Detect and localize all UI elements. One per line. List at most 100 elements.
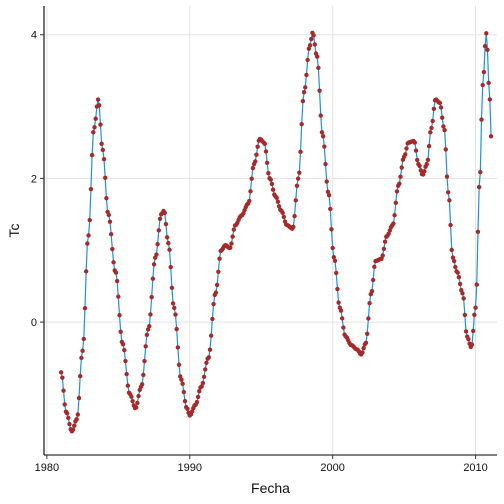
data-point xyxy=(266,170,271,176)
data-point xyxy=(61,388,66,393)
data-point xyxy=(231,227,237,232)
data-point xyxy=(101,156,107,162)
data-point xyxy=(167,247,172,252)
data-point xyxy=(312,42,317,47)
data-point xyxy=(150,276,156,281)
data-point xyxy=(422,169,427,174)
tick-labels: 1980 1990 2000 2010 0 2 4 xyxy=(31,30,488,474)
data-point xyxy=(263,149,269,154)
data-point xyxy=(479,117,484,122)
data-point xyxy=(281,214,287,220)
data-point xyxy=(143,344,148,349)
data-point xyxy=(181,389,187,395)
axis-ticks xyxy=(40,34,477,459)
data-point xyxy=(86,233,91,238)
data-point xyxy=(118,329,123,334)
data-point xyxy=(361,345,366,351)
data-point xyxy=(424,161,429,167)
x-tick-label-3: 2010 xyxy=(463,462,487,474)
data-point xyxy=(168,264,173,270)
data-point xyxy=(95,97,101,102)
data-point xyxy=(318,113,323,118)
data-point xyxy=(89,152,95,158)
data-point xyxy=(381,246,387,252)
data-point xyxy=(298,149,303,155)
data-point xyxy=(185,406,190,411)
data-point xyxy=(474,282,479,287)
data-point xyxy=(393,200,398,205)
data-point xyxy=(457,281,463,287)
data-point xyxy=(470,328,476,334)
data-point xyxy=(440,115,445,120)
data-point xyxy=(331,254,337,260)
data-point xyxy=(195,394,201,400)
data-point xyxy=(317,88,322,93)
data-point xyxy=(182,398,188,404)
data-point xyxy=(163,221,169,227)
data-point xyxy=(269,181,275,187)
data-point xyxy=(369,288,375,294)
data-point xyxy=(100,147,106,153)
data-point xyxy=(394,189,400,194)
data-point xyxy=(473,305,478,310)
data-point xyxy=(248,189,253,194)
data-point xyxy=(392,213,397,218)
data-point xyxy=(311,33,316,38)
data-point xyxy=(484,31,489,36)
data-point xyxy=(426,143,432,149)
data-point xyxy=(164,235,170,240)
data-point xyxy=(98,122,103,127)
data-point xyxy=(329,227,334,232)
data-point xyxy=(130,398,135,404)
data-point xyxy=(216,269,221,275)
data-point xyxy=(478,169,483,175)
data-point xyxy=(461,296,466,301)
data-point xyxy=(309,36,314,42)
data-point xyxy=(76,395,82,401)
data-point xyxy=(194,399,200,405)
data-point xyxy=(79,355,84,361)
data-point xyxy=(91,130,96,135)
data-point xyxy=(412,140,418,145)
data-point xyxy=(64,411,70,416)
data-point xyxy=(107,219,113,224)
data-point xyxy=(120,342,126,347)
data-point xyxy=(113,270,119,275)
data-point xyxy=(80,348,85,354)
data-point xyxy=(210,316,215,322)
data-point xyxy=(460,291,465,296)
data-point xyxy=(469,342,475,347)
data-point xyxy=(330,245,335,251)
data-point xyxy=(486,80,491,86)
data-point xyxy=(450,255,456,260)
data-point xyxy=(307,43,313,48)
data-point xyxy=(438,105,444,110)
data-point xyxy=(179,377,184,382)
x-axis-title: Fecha xyxy=(251,480,290,496)
data-point xyxy=(133,405,139,410)
data-point xyxy=(391,221,396,226)
data-point xyxy=(447,198,452,203)
data-point xyxy=(83,269,89,274)
y-tick-label-1: 2 xyxy=(31,173,37,185)
data-point xyxy=(413,148,419,153)
data-point xyxy=(97,103,102,108)
data-point xyxy=(170,301,176,306)
data-point xyxy=(301,90,307,95)
data-point xyxy=(305,57,310,63)
data-point xyxy=(253,159,258,164)
data-point xyxy=(448,222,453,228)
data-point xyxy=(108,231,114,237)
data-point xyxy=(75,412,81,417)
data-point xyxy=(58,370,64,375)
data-point xyxy=(189,409,195,414)
data-point xyxy=(304,72,309,78)
data-point xyxy=(106,212,111,218)
data-point xyxy=(370,277,376,283)
data-point xyxy=(481,69,487,75)
data-point xyxy=(136,393,141,399)
data-point xyxy=(275,199,281,204)
data-point xyxy=(336,300,341,305)
data-point xyxy=(366,316,371,321)
